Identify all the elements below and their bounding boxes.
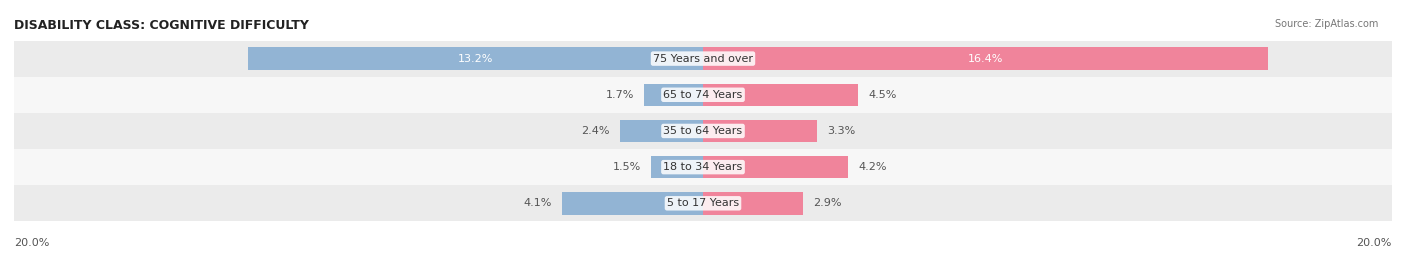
Text: Source: ZipAtlas.com: Source: ZipAtlas.com (1274, 19, 1378, 29)
Text: 4.5%: 4.5% (869, 90, 897, 100)
Text: 13.2%: 13.2% (458, 53, 494, 64)
Bar (703, 47, 1268, 70)
Bar (651, 156, 703, 178)
Bar (703, 83, 858, 106)
Bar (620, 120, 703, 142)
Bar (703, 156, 848, 178)
Text: 1.5%: 1.5% (613, 162, 641, 172)
Text: 2.9%: 2.9% (813, 198, 842, 208)
Bar (14, 40, 1392, 77)
Text: DISABILITY CLASS: COGNITIVE DIFFICULTY: DISABILITY CLASS: COGNITIVE DIFFICULTY (14, 19, 309, 32)
Bar (562, 192, 703, 215)
Text: 18 to 34 Years: 18 to 34 Years (664, 162, 742, 172)
Bar (249, 47, 703, 70)
Bar (14, 113, 1392, 149)
Text: 20.0%: 20.0% (1357, 238, 1392, 248)
Text: 5 to 17 Years: 5 to 17 Years (666, 198, 740, 208)
Text: 65 to 74 Years: 65 to 74 Years (664, 90, 742, 100)
Text: 1.7%: 1.7% (606, 90, 634, 100)
Text: 4.1%: 4.1% (523, 198, 551, 208)
Text: 4.2%: 4.2% (858, 162, 887, 172)
Text: 3.3%: 3.3% (827, 126, 855, 136)
Bar (703, 192, 803, 215)
Text: 75 Years and over: 75 Years and over (652, 53, 754, 64)
Bar (644, 83, 703, 106)
Bar (703, 120, 817, 142)
Text: 35 to 64 Years: 35 to 64 Years (664, 126, 742, 136)
Text: 20.0%: 20.0% (14, 238, 49, 248)
Text: 2.4%: 2.4% (582, 126, 610, 136)
Bar (14, 77, 1392, 113)
Bar (14, 149, 1392, 185)
Bar (14, 185, 1392, 221)
Text: 16.4%: 16.4% (967, 53, 1002, 64)
